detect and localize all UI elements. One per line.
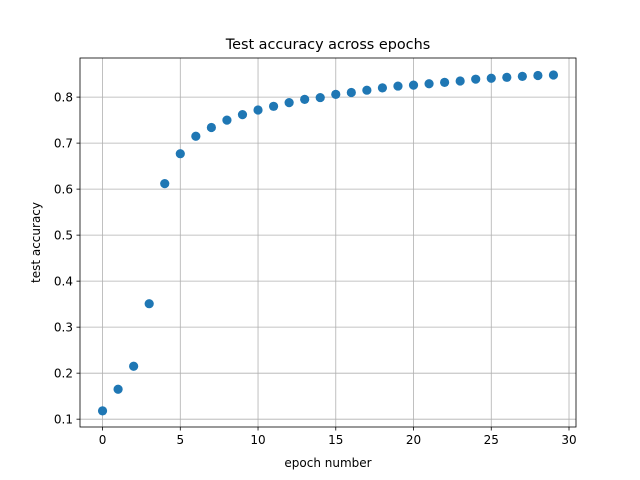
chart-title: Test accuracy across epochs	[225, 37, 430, 53]
data-point	[268, 101, 279, 111]
y-tick-label: 0.8	[54, 90, 73, 104]
y-tick-label: 0.1	[54, 412, 73, 426]
data-point	[502, 72, 512, 82]
data-point	[408, 80, 419, 90]
x-tick-label: 25	[484, 433, 499, 447]
data-point	[377, 83, 388, 93]
y-tick-label: 0.6	[54, 182, 73, 196]
data-point	[253, 105, 263, 115]
data-points	[97, 70, 559, 416]
data-point	[160, 179, 170, 189]
data-point	[440, 77, 450, 87]
data-point	[517, 71, 527, 82]
data-point	[175, 149, 185, 159]
data-point	[97, 406, 108, 416]
data-point	[362, 85, 372, 95]
data-point	[144, 299, 154, 309]
x-tick-label: 5	[176, 433, 184, 447]
data-point	[284, 98, 294, 108]
x-tick-label: 30	[561, 433, 576, 447]
data-point	[471, 74, 481, 84]
y-tick-label: 0.5	[54, 228, 73, 242]
x-tick-label: 10	[250, 433, 265, 447]
x-tick-label: 0	[99, 433, 107, 447]
grid-lines	[80, 58, 576, 427]
data-point	[237, 109, 248, 120]
data-point	[315, 92, 325, 103]
y-tick-label: 0.4	[54, 274, 73, 288]
data-point	[206, 122, 216, 133]
y-tick-label: 0.3	[54, 320, 73, 334]
data-point	[548, 70, 559, 80]
x-axis-label: epoch number	[284, 456, 371, 470]
data-point	[346, 87, 356, 98]
data-point	[331, 89, 341, 99]
data-point	[113, 384, 123, 394]
y-axis-label: test accuracy	[29, 202, 43, 283]
x-tick-label: 15	[328, 433, 343, 447]
plot-frame	[79, 57, 577, 428]
data-point	[300, 94, 310, 105]
data-point	[455, 76, 465, 86]
data-point	[486, 73, 496, 83]
data-point	[533, 70, 543, 81]
data-point	[222, 115, 232, 125]
data-point	[393, 81, 403, 91]
x-tick-label: 20	[406, 433, 421, 447]
axis-ticks: 0 5 10 15 20 25 30 0.1 0.2 0.3 0.4 0.5 0.6 0.7 0.8	[54, 90, 577, 447]
data-point	[129, 361, 139, 371]
y-tick-label: 0.7	[54, 136, 73, 150]
data-point	[191, 131, 201, 141]
data-point	[424, 79, 434, 89]
y-tick-label: 0.2	[54, 366, 73, 380]
